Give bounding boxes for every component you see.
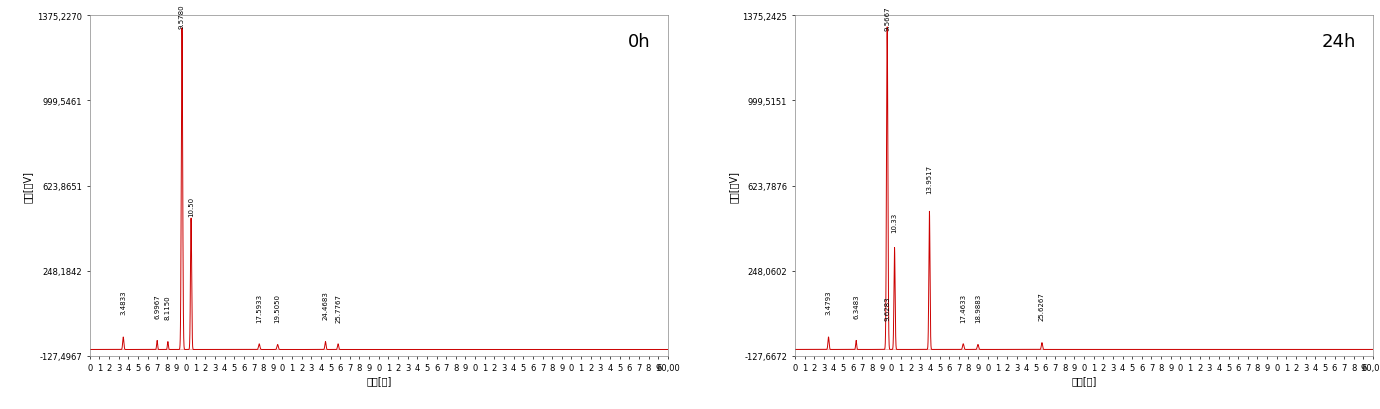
Text: 17.5933: 17.5933: [257, 293, 262, 322]
Text: 6.9967: 6.9967: [155, 294, 160, 319]
Text: 10.50: 10.50: [188, 196, 195, 216]
Text: 8.1150: 8.1150: [164, 295, 171, 319]
X-axis label: 시간[분]: 시간[분]: [1071, 375, 1097, 385]
Text: 25.7767: 25.7767: [335, 293, 341, 322]
Text: 9.5780: 9.5780: [179, 4, 185, 29]
Text: 9.6283: 9.6283: [885, 296, 890, 321]
X-axis label: 시간[분]: 시간[분]: [366, 375, 392, 385]
Y-axis label: 전압[마V]: 전압[마V]: [23, 170, 33, 202]
Text: 3.4793: 3.4793: [825, 290, 832, 315]
Text: 19.5050: 19.5050: [275, 294, 280, 323]
Text: 25.6267: 25.6267: [1039, 292, 1045, 321]
Y-axis label: 전압[마V]: 전압[마V]: [729, 170, 738, 202]
Text: 6.3483: 6.3483: [853, 294, 860, 319]
Text: 13.9517: 13.9517: [926, 165, 933, 194]
Text: 9.5667: 9.5667: [885, 7, 890, 31]
Text: 17.4633: 17.4633: [960, 293, 966, 322]
Text: 0h: 0h: [628, 34, 650, 51]
Text: 24h: 24h: [1322, 34, 1355, 51]
Text: 18.9883: 18.9883: [974, 293, 981, 322]
Text: 10.33: 10.33: [891, 212, 897, 232]
Text: 3.4833: 3.4833: [120, 290, 126, 315]
Text: 24.4683: 24.4683: [323, 291, 328, 319]
